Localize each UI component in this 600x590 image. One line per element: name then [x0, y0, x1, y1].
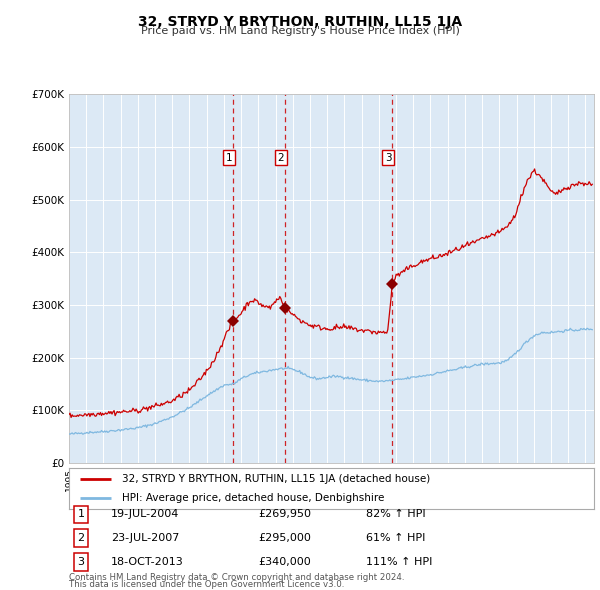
- Text: 1: 1: [77, 510, 85, 519]
- Text: 111% ↑ HPI: 111% ↑ HPI: [366, 557, 433, 566]
- Text: 3: 3: [77, 557, 85, 566]
- Text: 61% ↑ HPI: 61% ↑ HPI: [366, 533, 425, 543]
- Text: 32, STRYD Y BRYTHON, RUTHIN, LL15 1JA (detached house): 32, STRYD Y BRYTHON, RUTHIN, LL15 1JA (d…: [121, 474, 430, 484]
- Text: 82% ↑ HPI: 82% ↑ HPI: [366, 510, 425, 519]
- Text: 2: 2: [278, 153, 284, 163]
- Text: 23-JUL-2007: 23-JUL-2007: [111, 533, 179, 543]
- Text: Contains HM Land Registry data © Crown copyright and database right 2024.: Contains HM Land Registry data © Crown c…: [69, 573, 404, 582]
- Text: 2: 2: [77, 533, 85, 543]
- Text: £269,950: £269,950: [258, 510, 311, 519]
- Text: 3: 3: [385, 153, 391, 163]
- Text: £340,000: £340,000: [258, 557, 311, 566]
- Text: £295,000: £295,000: [258, 533, 311, 543]
- Text: 1: 1: [226, 153, 232, 163]
- Text: This data is licensed under the Open Government Licence v3.0.: This data is licensed under the Open Gov…: [69, 580, 344, 589]
- Text: 19-JUL-2004: 19-JUL-2004: [111, 510, 179, 519]
- Text: Price paid vs. HM Land Registry's House Price Index (HPI): Price paid vs. HM Land Registry's House …: [140, 26, 460, 36]
- Text: HPI: Average price, detached house, Denbighshire: HPI: Average price, detached house, Denb…: [121, 493, 384, 503]
- Text: 32, STRYD Y BRYTHON, RUTHIN, LL15 1JA: 32, STRYD Y BRYTHON, RUTHIN, LL15 1JA: [138, 15, 462, 29]
- Text: 18-OCT-2013: 18-OCT-2013: [111, 557, 184, 566]
